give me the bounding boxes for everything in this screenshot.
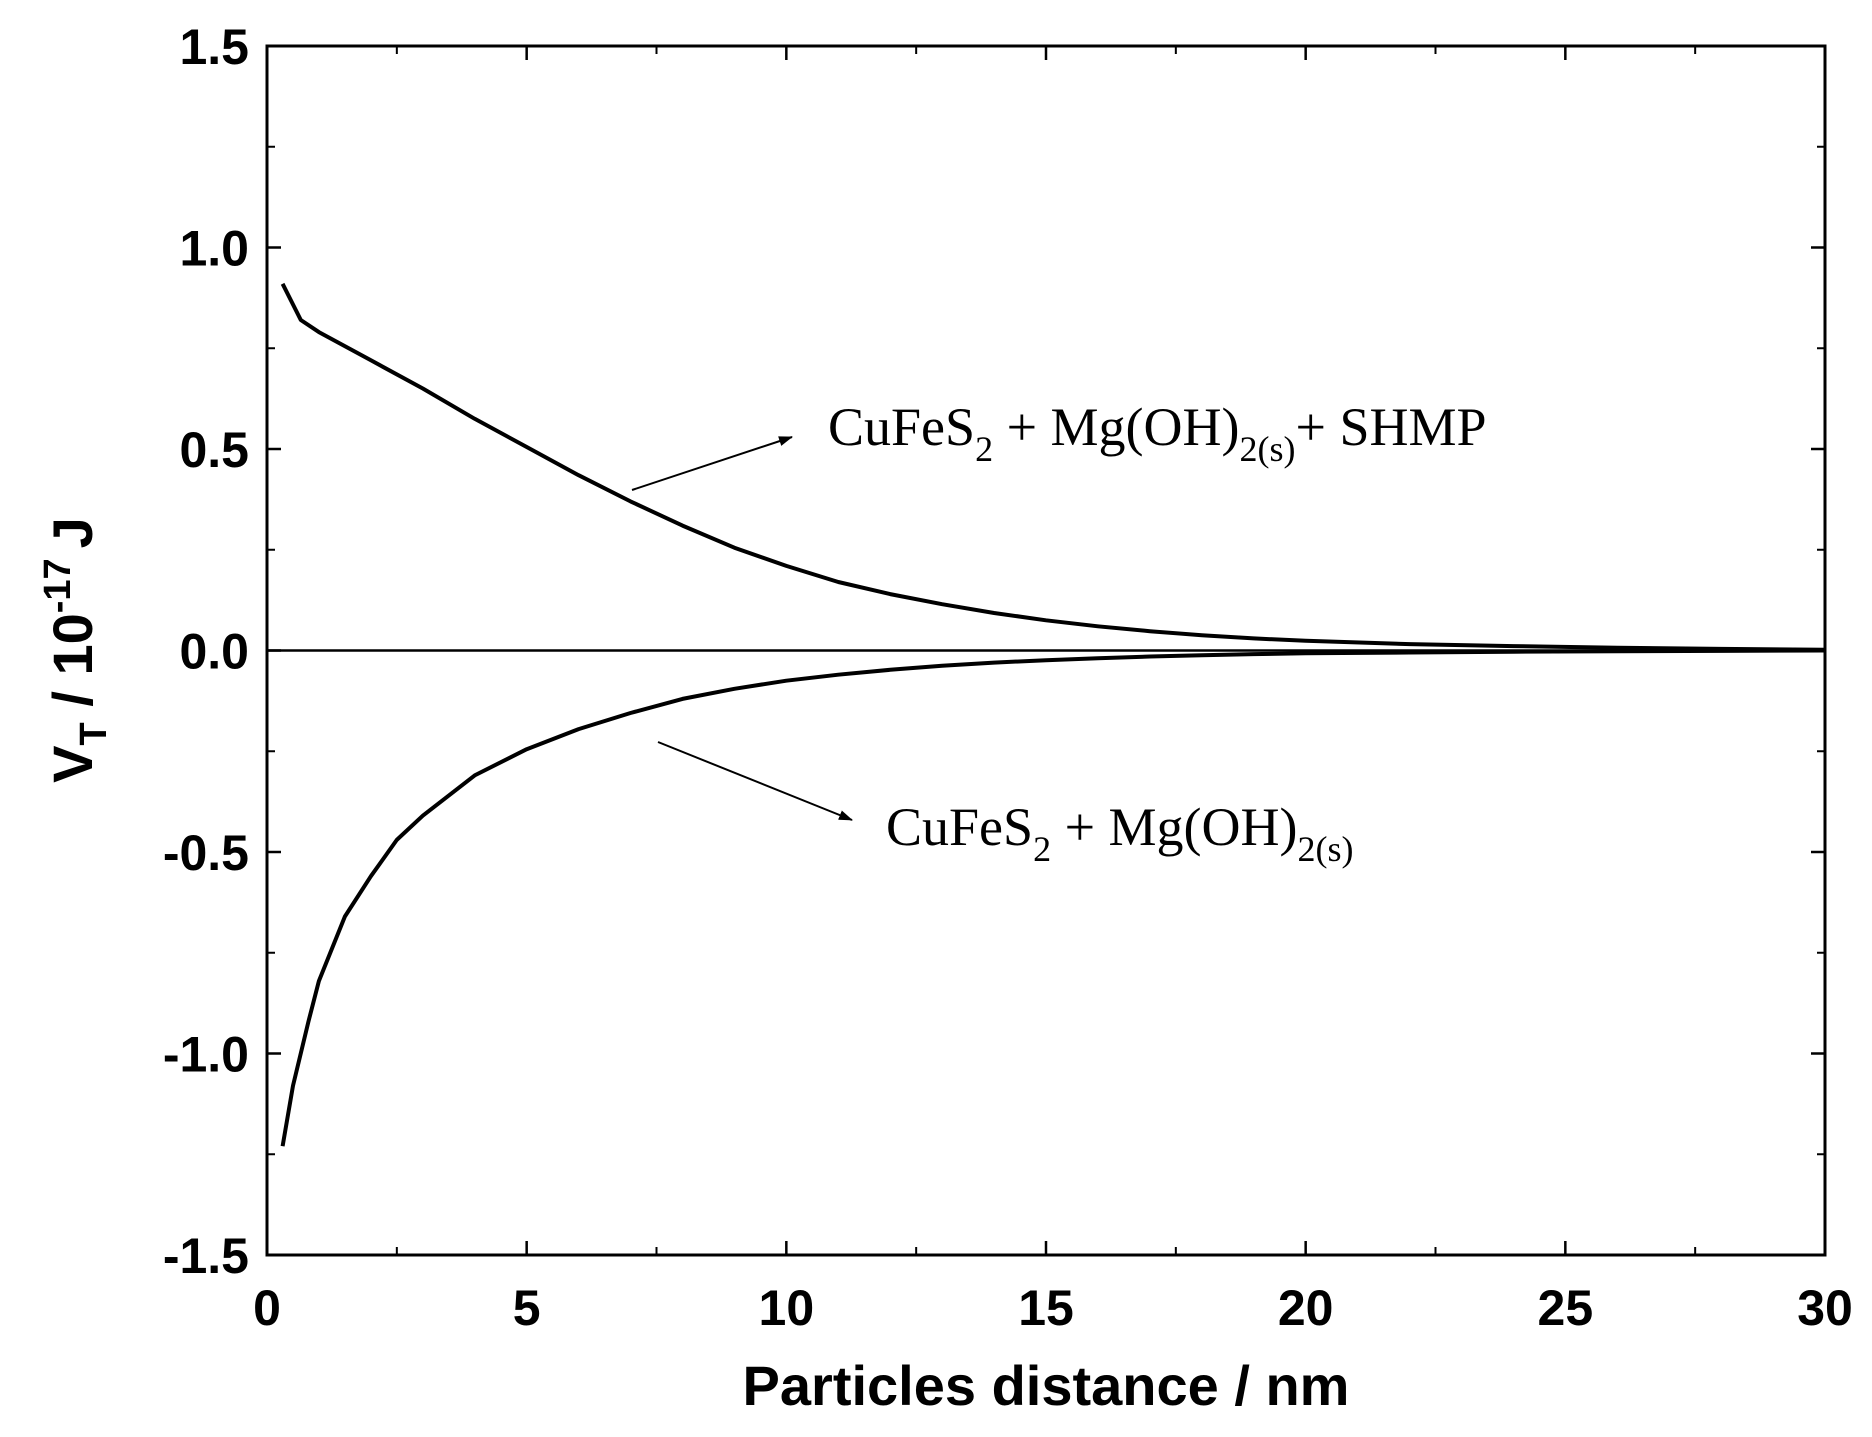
y-axis-title-sub: T — [73, 722, 115, 745]
y-axis-title-mid: / 10 — [41, 613, 104, 722]
x-tick-label: 25 — [1538, 1280, 1594, 1336]
y-tick-label: 1.5 — [179, 19, 249, 75]
y-axis-title-base: V — [41, 745, 104, 782]
x-tick-label: 10 — [759, 1280, 815, 1336]
x-tick-label: 30 — [1797, 1280, 1853, 1336]
annotation-subscript: 2(s) — [1240, 429, 1296, 469]
series-1-line — [280, 282, 1826, 652]
x-tick-label: 5 — [513, 1280, 541, 1336]
y-tick-label: -1.0 — [163, 1027, 249, 1083]
annotation-arrow — [657, 741, 853, 821]
series-layer — [280, 282, 1826, 1147]
y-axis-title-sup: -17 — [37, 558, 79, 613]
y-axis-title: VT / 10-17 J — [37, 517, 115, 783]
x-tick-label: 15 — [1018, 1280, 1074, 1336]
annotation-text: CuFeS — [886, 797, 1033, 857]
annotation-label: CuFeS2 + Mg(OH)2(s)+ SHMP — [828, 397, 1487, 469]
y-axis-title-end: J — [41, 517, 104, 548]
y-tick-label: 1.0 — [179, 221, 249, 277]
x-tick-label: 0 — [253, 1280, 281, 1336]
annotation-text: + SHMP — [1296, 397, 1487, 457]
annotation-text: CuFeS — [828, 397, 975, 457]
series-2-line — [280, 648, 1826, 1147]
annotation-subscript: 2 — [975, 429, 993, 469]
y-tick-label: 0.0 — [179, 624, 249, 680]
ticks-layer: 0 5 10 15 20 25 30 -1.5 -1.0 -0.5 0.0 0.5 1.0 1.5 — [163, 19, 1853, 1336]
y-tick-label: 0.5 — [179, 422, 249, 478]
annotation-arrow — [631, 436, 793, 491]
annotation-text: + Mg(OH) — [1051, 797, 1297, 857]
annotation-subscript: 2(s) — [1298, 829, 1354, 869]
annotation-label: CuFeS2 + Mg(OH)2(s) — [886, 797, 1354, 869]
annotation-subscript: 2 — [1033, 829, 1051, 869]
y-tick-label: -1.5 — [163, 1228, 249, 1284]
y-tick-label: -0.5 — [163, 825, 249, 881]
x-tick-label: 20 — [1278, 1280, 1334, 1336]
annotation-text: + Mg(OH) — [993, 397, 1239, 457]
x-axis-title: Particles distance / nm — [743, 1354, 1350, 1417]
